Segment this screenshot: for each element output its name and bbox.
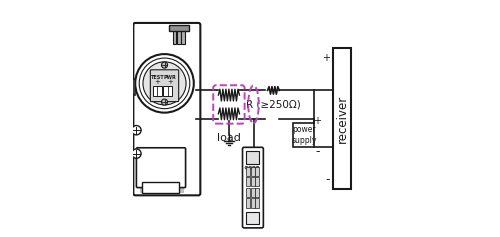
Text: TEST: TEST — [150, 75, 164, 80]
Circle shape — [249, 166, 252, 169]
Bar — [169, 25, 189, 31]
Circle shape — [256, 166, 259, 169]
Circle shape — [252, 166, 256, 169]
Bar — [250, 167, 254, 176]
Circle shape — [162, 62, 168, 68]
Circle shape — [132, 149, 141, 158]
Text: PWR: PWR — [164, 75, 176, 80]
Bar — [140, 147, 184, 193]
Text: +: + — [154, 79, 160, 85]
Bar — [250, 177, 254, 187]
Bar — [246, 188, 250, 197]
Bar — [294, 123, 314, 147]
Bar — [246, 167, 250, 176]
Bar — [246, 212, 260, 224]
Text: +: + — [322, 53, 330, 63]
Bar — [333, 48, 350, 189]
Text: -: - — [326, 173, 330, 186]
FancyBboxPatch shape — [136, 148, 186, 188]
Circle shape — [162, 99, 168, 105]
Circle shape — [143, 62, 186, 105]
Bar — [246, 151, 260, 164]
Bar — [255, 188, 259, 197]
Bar — [250, 188, 254, 197]
Bar — [164, 86, 172, 96]
Bar — [246, 177, 250, 187]
Bar — [181, 28, 185, 44]
FancyBboxPatch shape — [134, 23, 200, 195]
FancyBboxPatch shape — [150, 70, 178, 102]
Bar — [177, 28, 180, 44]
Bar — [153, 86, 162, 96]
Text: +: + — [168, 79, 173, 85]
Bar — [142, 182, 178, 193]
Text: power
supply: power supply — [291, 125, 316, 145]
Circle shape — [132, 126, 141, 135]
FancyBboxPatch shape — [242, 147, 264, 228]
Bar — [250, 198, 254, 208]
Text: receiver: receiver — [336, 94, 348, 143]
Bar — [133, 79, 135, 95]
Text: -: - — [315, 145, 320, 158]
Circle shape — [245, 166, 248, 169]
Text: R (≥250Ω): R (≥250Ω) — [246, 100, 301, 110]
Text: +: + — [313, 116, 321, 126]
Bar — [246, 198, 250, 208]
Text: load: load — [217, 132, 241, 142]
Bar — [172, 28, 176, 44]
Bar — [255, 177, 259, 187]
Bar — [255, 198, 259, 208]
Bar — [255, 167, 259, 176]
